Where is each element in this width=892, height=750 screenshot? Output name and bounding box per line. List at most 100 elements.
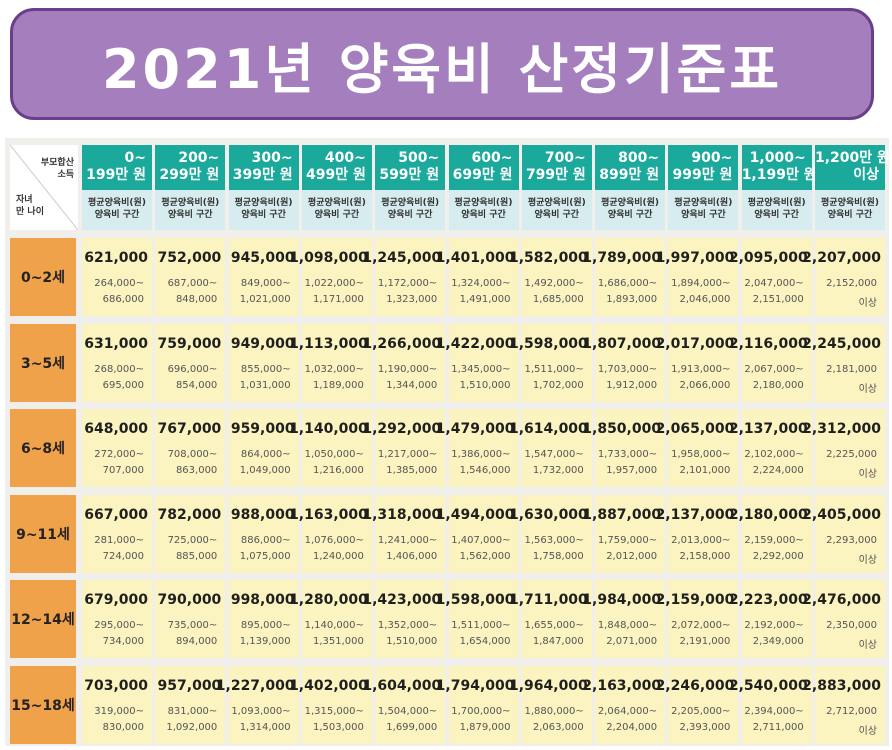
- table-cell: 1,794,000 1,700,000~ 1,879,000: [436, 666, 519, 744]
- table-cell: 759,000 696,000~ 854,000: [155, 323, 226, 402]
- column-subheader: 평균양육비(원) 양육비 구간: [454, 198, 513, 220]
- average-amount: 1,964,000: [508, 678, 588, 694]
- range-high: 1,912,000: [606, 379, 658, 391]
- table-cell: 1,789,000 1,686,000~ 1,893,000: [582, 238, 666, 316]
- table-cell: 1,113,000 1,032,000~ 1,189,000: [289, 323, 372, 402]
- average-amount: 988,000: [230, 506, 295, 523]
- range-low: 2,067,000~: [744, 363, 804, 375]
- range-high: 1,171,000: [312, 294, 364, 305]
- table-cell: 2,159,000 2,072,000~ 2,191,000: [656, 580, 739, 659]
- column-header: 0~ 199만 원 평균양육비(원) 양육비 구간: [82, 145, 152, 230]
- average-amount: 1,887,000: [582, 506, 662, 523]
- range-low: 268,000~: [94, 363, 144, 375]
- age-group-label: 0~2세: [10, 238, 76, 316]
- range-low: 1,217,000~: [377, 449, 438, 461]
- range-low: 264,000~: [94, 278, 144, 289]
- range-high: 2,180,000: [752, 379, 804, 391]
- income-range-label: 400~ 499만 원: [301, 145, 372, 190]
- average-amount: 1,266,000: [362, 335, 442, 352]
- column-header: 600~ 699만 원 평균양육비(원) 양육비 구간: [448, 145, 519, 230]
- average-amount: 1,113,000: [289, 335, 368, 352]
- age-group-label: 6~8세: [10, 409, 76, 488]
- title-banner: 2021년 양육비 산정기준표: [10, 8, 874, 120]
- average-amount: 1,292,000: [362, 421, 442, 438]
- range-high: 1,699,000: [386, 722, 438, 733]
- average-amount: 1,630,000: [508, 506, 588, 523]
- age-group-label: 9~11세: [10, 494, 76, 573]
- average-amount: 648,000: [84, 421, 148, 438]
- table-cell: 2,540,000 2,394,000~ 2,711,000: [729, 666, 812, 744]
- range-high: 1,732,000: [532, 465, 584, 477]
- average-amount: 2,095,000: [728, 250, 808, 266]
- table-cell: 767,000 708,000~ 863,000: [155, 409, 226, 488]
- table-cell: 1,630,000 1,563,000~ 1,758,000: [509, 494, 592, 573]
- page-title: 2021년 양육비 산정기준표: [101, 37, 782, 101]
- range-high: 이상: [858, 554, 877, 566]
- range-low: 1,504,000~: [377, 706, 438, 717]
- range-low: 2,350,000: [826, 620, 877, 632]
- average-amount: 1,422,000: [435, 335, 515, 352]
- range-high: 1,323,000: [386, 294, 438, 305]
- range-low: 1,407,000~: [451, 534, 511, 546]
- average-amount: 998,000: [230, 592, 295, 609]
- income-range-label: 700~ 799만 원: [521, 145, 592, 190]
- table-cell: 1,479,000 1,386,000~ 1,546,000: [436, 409, 519, 488]
- average-amount: 2,540,000: [728, 678, 808, 694]
- range-high: 1,510,000: [459, 379, 511, 391]
- range-high: 2,063,000: [532, 722, 584, 733]
- range-low: 2,192,000~: [744, 620, 804, 632]
- average-amount: 2,163,000: [582, 678, 662, 694]
- income-range-label: 500~ 599만 원: [375, 145, 446, 190]
- range-low: 895,000~: [240, 620, 291, 632]
- column-header: 700~ 799만 원 평균양육비(원) 양육비 구간: [521, 145, 592, 230]
- column-subheader: 평균양육비(원) 양육비 구간: [307, 198, 366, 220]
- range-high: 1,314,000: [239, 722, 291, 733]
- column-subheader: 평균양육비(원) 양육비 구간: [674, 198, 733, 220]
- range-low: 2,013,000~: [671, 534, 731, 546]
- table-cell: 959,000 864,000~ 1,049,000: [228, 409, 299, 488]
- range-low: 1,190,000~: [377, 363, 438, 375]
- range-low: 1,032,000~: [304, 363, 364, 375]
- table-cell: 949,000 855,000~ 1,031,000: [228, 323, 299, 402]
- average-amount: 2,405,000: [802, 506, 881, 523]
- range-low: 2,181,000: [826, 363, 877, 375]
- range-high: 1,049,000: [239, 465, 291, 477]
- income-range-label: 1,000~ 1,199만 원: [741, 145, 817, 190]
- table-cell: 2,245,000 2,181,000 이상: [802, 323, 885, 402]
- table-cell: 1,494,000 1,407,000~ 1,562,000: [436, 494, 519, 573]
- range-high: 2,711,000: [752, 722, 804, 733]
- table-cell: 1,711,000 1,655,000~ 1,847,000: [509, 580, 592, 659]
- table-cell: 1,582,000 1,492,000~ 1,685,000: [509, 238, 592, 316]
- income-range-label: 200~ 299만 원: [155, 145, 226, 190]
- table-cell: 998,000 895,000~ 1,139,000: [228, 580, 299, 659]
- range-high: 2,066,000: [679, 379, 731, 391]
- range-low: 2,293,000: [826, 534, 877, 546]
- range-high: 863,000: [175, 465, 218, 477]
- average-amount: 703,000: [84, 678, 148, 694]
- average-amount: 949,000: [230, 335, 295, 352]
- age-group-label: 3~5세: [10, 323, 76, 402]
- column-subheader: 평균양육비(원) 양육비 구간: [747, 198, 806, 220]
- table-cell: 988,000 886,000~ 1,075,000: [228, 494, 299, 573]
- range-low: 1,913,000~: [671, 363, 731, 375]
- table-cell: 2,883,000 2,712,000 이상: [802, 666, 885, 744]
- range-high: 1,385,000: [386, 465, 438, 477]
- average-amount: 1,280,000: [289, 592, 368, 609]
- age-group-label: 12~14세: [10, 580, 76, 659]
- range-high: 2,349,000: [752, 636, 804, 648]
- range-low: 2,394,000~: [744, 706, 804, 717]
- range-high: 1,189,000: [312, 379, 364, 391]
- income-range-label: 1,200만 원 이상: [815, 145, 890, 190]
- range-high: 1,351,000: [312, 636, 364, 648]
- average-amount: 1,604,000: [362, 678, 442, 694]
- average-amount: 2,883,000: [802, 678, 881, 694]
- income-range-label: 800~ 899만 원: [595, 145, 666, 190]
- table-cell: 2,065,000 1,958,000~ 2,101,000: [656, 409, 739, 488]
- table-cell: 1,887,000 1,759,000~ 2,012,000: [582, 494, 666, 573]
- corner-diagonal-line: [10, 145, 78, 230]
- range-low: 2,072,000~: [671, 620, 731, 632]
- average-amount: 1,711,000: [508, 592, 588, 609]
- column-header: 500~ 599만 원 평균양육비(원) 양육비 구간: [375, 145, 446, 230]
- table-cell: 621,000 264,000~ 686,000: [82, 238, 152, 316]
- table-cell: 703,000 319,000~ 830,000: [82, 666, 152, 744]
